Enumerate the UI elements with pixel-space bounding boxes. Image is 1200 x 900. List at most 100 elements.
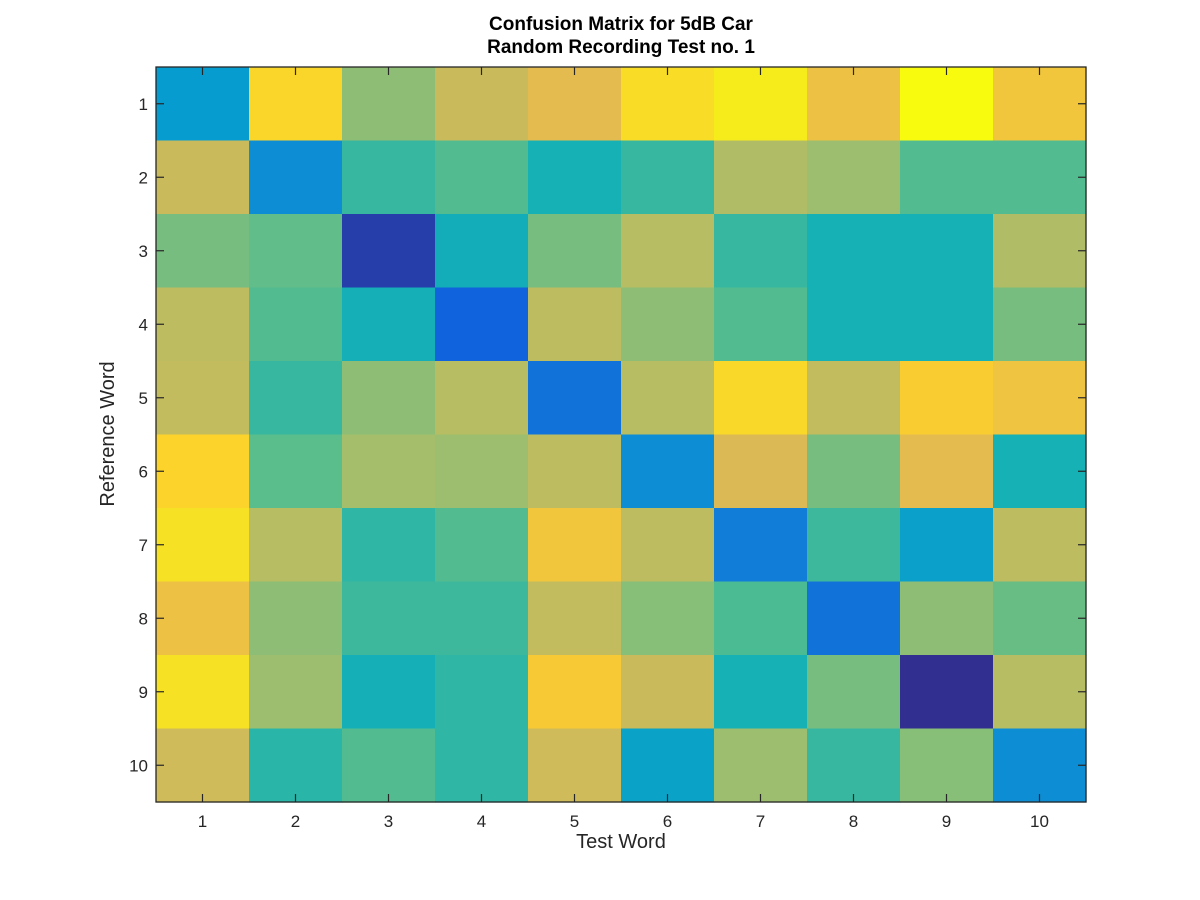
heatmap-cell-r1-c7 (714, 67, 808, 142)
heatmap-cell-r2-c1 (156, 140, 250, 215)
heatmap-cell-r5-c4 (435, 361, 529, 436)
heatmap-cell-r5-c7 (714, 361, 808, 436)
heatmap-cell-r6-c3 (342, 434, 436, 509)
heatmap-cell-r7-c10 (993, 508, 1087, 583)
heatmap-cell-r7-c4 (435, 508, 529, 583)
heatmap-cell-r4-c1 (156, 287, 250, 362)
y-tick-label: 3 (139, 242, 148, 261)
heatmap-cell-r2-c4 (435, 140, 529, 215)
heatmap-cell-r8-c9 (900, 581, 994, 656)
heatmap-cell-r2-c10 (993, 140, 1087, 215)
heatmap-cell-r8-c2 (249, 581, 343, 656)
heatmap-cell-r8-c10 (993, 581, 1087, 656)
heatmap-cell-r5-c9 (900, 361, 994, 436)
heatmap-cell-r3-c9 (900, 214, 994, 289)
heatmap-cell-r8-c7 (714, 581, 808, 656)
heatmap-cell-r6-c6 (621, 434, 715, 509)
heatmap-cell-r8-c4 (435, 581, 529, 656)
heatmap-cell-r3-c7 (714, 214, 808, 289)
heatmap-cell-r2-c9 (900, 140, 994, 215)
heatmap-cell-r7-c5 (528, 508, 622, 583)
heatmap-cell-r7-c1 (156, 508, 250, 583)
y-tick-label: 2 (139, 168, 148, 187)
heatmap-cell-r2-c7 (714, 140, 808, 215)
heatmap-cell-r10-c1 (156, 728, 250, 803)
y-tick-label: 6 (139, 462, 148, 481)
x-tick-label: 1 (198, 812, 207, 831)
heatmap-cell-r4-c9 (900, 287, 994, 362)
heatmap-cell-r1-c5 (528, 67, 622, 142)
heatmap-cell-r7-c2 (249, 508, 343, 583)
heatmap-cell-r9-c1 (156, 655, 250, 730)
x-tick-label: 10 (1030, 812, 1049, 831)
axis-ticks (156, 67, 1086, 802)
heatmap-cell-r10-c9 (900, 728, 994, 803)
heatmap-cell-r9-c5 (528, 655, 622, 730)
x-tick-label: 6 (663, 812, 672, 831)
heatmap-cell-r6-c9 (900, 434, 994, 509)
heatmap-cell-r9-c6 (621, 655, 715, 730)
heatmap-cell-r10-c3 (342, 728, 436, 803)
heatmap-cell-r5-c10 (993, 361, 1087, 436)
heatmap-cell-r4-c7 (714, 287, 808, 362)
x-tick-label: 8 (849, 812, 858, 831)
heatmap-cell-r9-c10 (993, 655, 1087, 730)
chart-title-line-1: Confusion Matrix for 5dB Car (489, 14, 754, 35)
heatmap-cell-r1-c6 (621, 67, 715, 142)
chart-title-line-2: Random Recording Test no. 1 (487, 37, 755, 58)
heatmap-cell-r10-c8 (807, 728, 901, 803)
x-tick-labels: 1 2 3 4 5 6 7 8 9 10 (198, 812, 1049, 831)
heatmap-cell-r5-c3 (342, 361, 436, 436)
heatmap-cell-r1-c8 (807, 67, 901, 142)
heatmap-cell-r7-c7 (714, 508, 808, 583)
heatmap-cell-r4-c3 (342, 287, 436, 362)
x-tick-label: 5 (570, 812, 579, 831)
heatmap-cells (156, 67, 1087, 803)
heatmap-cell-r10-c2 (249, 728, 343, 803)
heatmap-cell-r2-c3 (342, 140, 436, 215)
heatmap-cell-r6-c10 (993, 434, 1087, 509)
heatmap-cell-r8-c8 (807, 581, 901, 656)
heatmap-cell-r10-c7 (714, 728, 808, 803)
heatmap-cell-r6-c5 (528, 434, 622, 509)
heatmap-cell-r9-c3 (342, 655, 436, 730)
heatmap-cell-r6-c7 (714, 434, 808, 509)
heatmap-cell-r4-c8 (807, 287, 901, 362)
x-tick-label: 9 (942, 812, 951, 831)
heatmap-cell-r4-c5 (528, 287, 622, 362)
y-tick-label: 4 (139, 315, 148, 334)
heatmap-cell-r9-c2 (249, 655, 343, 730)
heatmap-cell-r5-c5 (528, 361, 622, 436)
heatmap-cell-r7-c6 (621, 508, 715, 583)
heatmap-cell-r9-c9 (900, 655, 994, 730)
heatmap-cell-r5-c1 (156, 361, 250, 436)
heatmap-cell-r7-c9 (900, 508, 994, 583)
heatmap-cell-r6-c2 (249, 434, 343, 509)
heatmap-cell-r8-c5 (528, 581, 622, 656)
heatmap-cell-r5-c2 (249, 361, 343, 436)
heatmap-cell-r3-c8 (807, 214, 901, 289)
heatmap-cell-r3-c10 (993, 214, 1087, 289)
heatmap-cell-r9-c7 (714, 655, 808, 730)
heatmap-cell-r5-c8 (807, 361, 901, 436)
heatmap-cell-r1-c10 (993, 67, 1087, 142)
x-axis-label: Test Word (576, 831, 666, 853)
x-tick-label: 2 (291, 812, 300, 831)
heatmap-cell-r3-c2 (249, 214, 343, 289)
heatmap-cell-r3-c1 (156, 214, 250, 289)
x-tick-label: 7 (756, 812, 765, 831)
heatmap-cell-r5-c6 (621, 361, 715, 436)
y-tick-label: 7 (139, 536, 148, 555)
x-tick-label: 4 (477, 812, 486, 831)
heatmap-cell-r1-c1 (156, 67, 250, 142)
y-tick-label: 1 (139, 95, 148, 114)
heatmap-cell-r10-c5 (528, 728, 622, 803)
heatmap-cell-r1-c4 (435, 67, 529, 142)
x-tick-label: 3 (384, 812, 393, 831)
y-tick-label: 5 (139, 389, 148, 408)
heatmap-cell-r7-c3 (342, 508, 436, 583)
heatmap-cell-r9-c8 (807, 655, 901, 730)
y-tick-label: 10 (129, 756, 148, 775)
